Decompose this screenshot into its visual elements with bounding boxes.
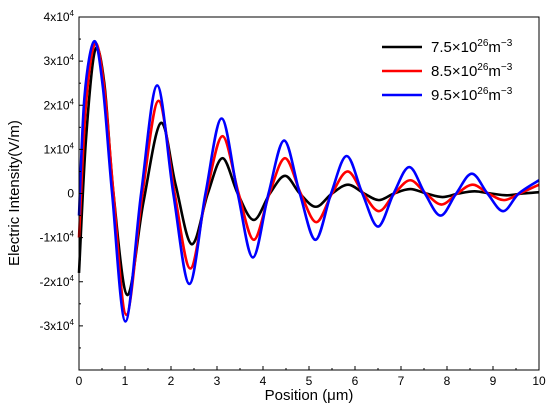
y-axis-title: Electric Intensity(V/m) xyxy=(6,120,23,266)
legend-label-0: 7.5×1026m−3 xyxy=(431,38,513,56)
legend-label-1: 8.5×1026m−3 xyxy=(431,62,513,80)
x-tick-label: 8 xyxy=(444,374,451,388)
y-tick-label: -1x104 xyxy=(40,230,75,245)
legend-label-2: 9.5×1026m−3 xyxy=(431,86,513,104)
y-tick-label: 3x104 xyxy=(44,53,75,68)
y-axis-ticks: 4x104 3x104 2x104 1x104 0 -1x104 -2x104 -3x104 xyxy=(40,9,83,349)
y-tick-label: 2x104 xyxy=(44,97,75,112)
x-tick-label: 6 xyxy=(352,374,359,388)
x-tick-label: 2 xyxy=(168,374,175,388)
x-tick-label: 10 xyxy=(532,374,546,388)
x-tick-label: 0 xyxy=(76,374,83,388)
x-axis-ticks: 0 1 2 3 4 5 6 7 8 9 10 xyxy=(76,366,546,388)
x-tick-label: 3 xyxy=(214,374,221,388)
x-tick-label: 5 xyxy=(306,374,313,388)
y-tick-label: 4x104 xyxy=(44,9,75,24)
x-tick-label: 4 xyxy=(260,374,267,388)
series-line-2 xyxy=(77,39,540,323)
series-line-1 xyxy=(77,42,540,317)
y-tick-label: -3x104 xyxy=(40,318,75,333)
y-tick-label: 1x104 xyxy=(44,141,75,156)
x-tick-label: 9 xyxy=(490,374,497,388)
x-tick-label: 7 xyxy=(398,374,405,388)
y-tick-label: -2x104 xyxy=(40,274,75,289)
series-line-0 xyxy=(77,46,540,297)
y-tick-label: 0 xyxy=(67,187,74,201)
legend: 7.5×1026m−3 8.5×1026m−3 9.5×1026m−3 xyxy=(382,38,513,104)
x-tick-label: 1 xyxy=(122,374,129,388)
x-axis-title: Position (μm) xyxy=(265,387,354,404)
series-layer xyxy=(77,39,540,323)
